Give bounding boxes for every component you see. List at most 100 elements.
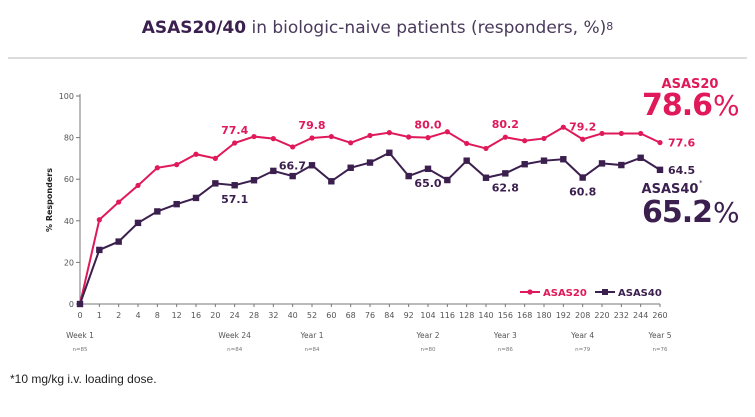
x-tick-label: 28 xyxy=(249,311,259,320)
asas40-legend-label: ASAS40 xyxy=(618,288,662,299)
asas20-point xyxy=(618,130,624,137)
x-tick-label: 84 xyxy=(384,311,394,320)
asas40-point xyxy=(154,208,161,215)
asas20-point xyxy=(464,140,470,147)
asas20-point xyxy=(328,133,334,140)
x-tick-label: 4 xyxy=(135,311,140,320)
x-tick-label: 1 xyxy=(97,311,102,320)
milestone-label: Week 24 xyxy=(218,331,251,340)
asas40-point xyxy=(560,156,567,163)
asas40-data-label: 66.7 xyxy=(279,159,306,172)
x-tick-label: 24 xyxy=(230,311,240,320)
x-tick-label: 128 xyxy=(459,311,474,320)
asas40-point xyxy=(424,165,432,172)
asas20-point xyxy=(541,135,547,142)
asas20-legend-marker xyxy=(527,289,533,295)
asas20-point xyxy=(425,135,431,141)
asas20-point xyxy=(386,130,392,136)
milestone-label: Year 3 xyxy=(493,331,517,340)
asas40-point xyxy=(521,161,528,168)
y-tick-label: 60 xyxy=(64,175,74,184)
title-ref: 8 xyxy=(606,20,614,33)
asas40-point xyxy=(444,176,451,184)
asas20-point xyxy=(251,133,257,140)
asas40-callout-unit: % xyxy=(713,196,740,229)
asas20-data-label: 79.8 xyxy=(298,119,325,132)
asas20-callout-value: 78.6 xyxy=(642,88,712,123)
asas40-data-label: 57.1 xyxy=(221,193,248,206)
milestone-n: n=85 xyxy=(72,347,88,353)
asas20-point xyxy=(270,136,276,142)
divider xyxy=(8,57,747,59)
asas40-point xyxy=(386,149,393,156)
asas20-point xyxy=(580,136,586,142)
asas40-point xyxy=(598,160,606,167)
x-tick-label: 52 xyxy=(307,311,317,320)
x-tick-label: 40 xyxy=(288,311,298,320)
x-tick-label: 244 xyxy=(633,311,648,320)
asas40-point xyxy=(463,157,470,164)
milestone-label: Year 4 xyxy=(570,331,594,340)
asas20-point xyxy=(406,134,412,140)
asas20-point xyxy=(348,140,354,146)
x-tick-label: 60 xyxy=(326,311,336,320)
asas40-point xyxy=(115,238,122,245)
asas40-point xyxy=(212,180,219,187)
milestone-n: n=80 xyxy=(420,347,436,353)
x-tick-label: 16 xyxy=(191,311,201,320)
milestone-label: Year 1 xyxy=(299,331,323,340)
asas40-point xyxy=(347,164,354,171)
x-tick-label: 116 xyxy=(440,311,455,320)
asas20-callout-label: ASAS20 xyxy=(662,77,719,92)
asas20-callout-unit: % xyxy=(713,89,740,122)
milestone-label: Year 5 xyxy=(647,331,671,340)
asas20-point xyxy=(212,155,218,161)
milestone-n: n=84 xyxy=(304,347,320,353)
x-tick-label: 76 xyxy=(365,311,375,320)
asas40-point xyxy=(540,157,548,164)
x-tick-label: 208 xyxy=(575,311,590,320)
asas20-point xyxy=(135,182,141,189)
asas20-point xyxy=(96,217,102,223)
milestone-n: n=79 xyxy=(575,347,591,353)
asas20-point xyxy=(232,140,238,146)
asas40-point xyxy=(579,174,586,181)
asas20-point xyxy=(502,134,508,140)
milestone-label: Year 2 xyxy=(415,331,439,340)
asas40-callout-value: 65.2 xyxy=(642,195,712,230)
x-tick-label: 92 xyxy=(404,311,414,320)
x-tick-label: 140 xyxy=(478,311,493,320)
milestone-n: n=84 xyxy=(227,347,243,353)
asas40-point xyxy=(134,219,142,227)
asas40-point xyxy=(502,170,509,177)
asas40-point xyxy=(618,161,625,169)
y-axis-label: % Responders xyxy=(45,168,54,232)
asas20-point xyxy=(638,130,644,137)
x-tick-label: 12 xyxy=(172,311,182,320)
asas20-data-label: 79.2 xyxy=(569,120,596,133)
asas40-point xyxy=(231,182,238,189)
asas20-point xyxy=(599,130,605,137)
chart-title: ASAS20/40 in biologic-naive patients (re… xyxy=(0,18,755,38)
milestone-n: n=76 xyxy=(652,347,668,353)
asas40-point xyxy=(656,166,664,174)
asas40-data-label: 64.5 xyxy=(668,164,695,177)
asas40-point xyxy=(173,200,180,208)
x-tick-label: 168 xyxy=(517,311,532,320)
y-tick-label: 0 xyxy=(69,300,74,309)
title-rest: in biologic-naive patients (responders, … xyxy=(246,18,607,38)
asas40-point xyxy=(637,154,644,161)
x-tick-label: 156 xyxy=(498,311,513,320)
asas40-point xyxy=(192,194,200,202)
asas20-legend-label: ASAS20 xyxy=(543,288,587,299)
x-tick-label: 232 xyxy=(614,311,629,320)
x-tick-label: 220 xyxy=(594,311,609,320)
asas40-point xyxy=(366,159,374,166)
x-tick-label: 192 xyxy=(556,311,571,320)
x-tick-label: 104 xyxy=(420,311,435,320)
asas40-point xyxy=(308,162,316,169)
asas20-point xyxy=(560,124,566,130)
milestone-label: Week 1 xyxy=(66,331,94,340)
asas20-point xyxy=(657,139,663,146)
